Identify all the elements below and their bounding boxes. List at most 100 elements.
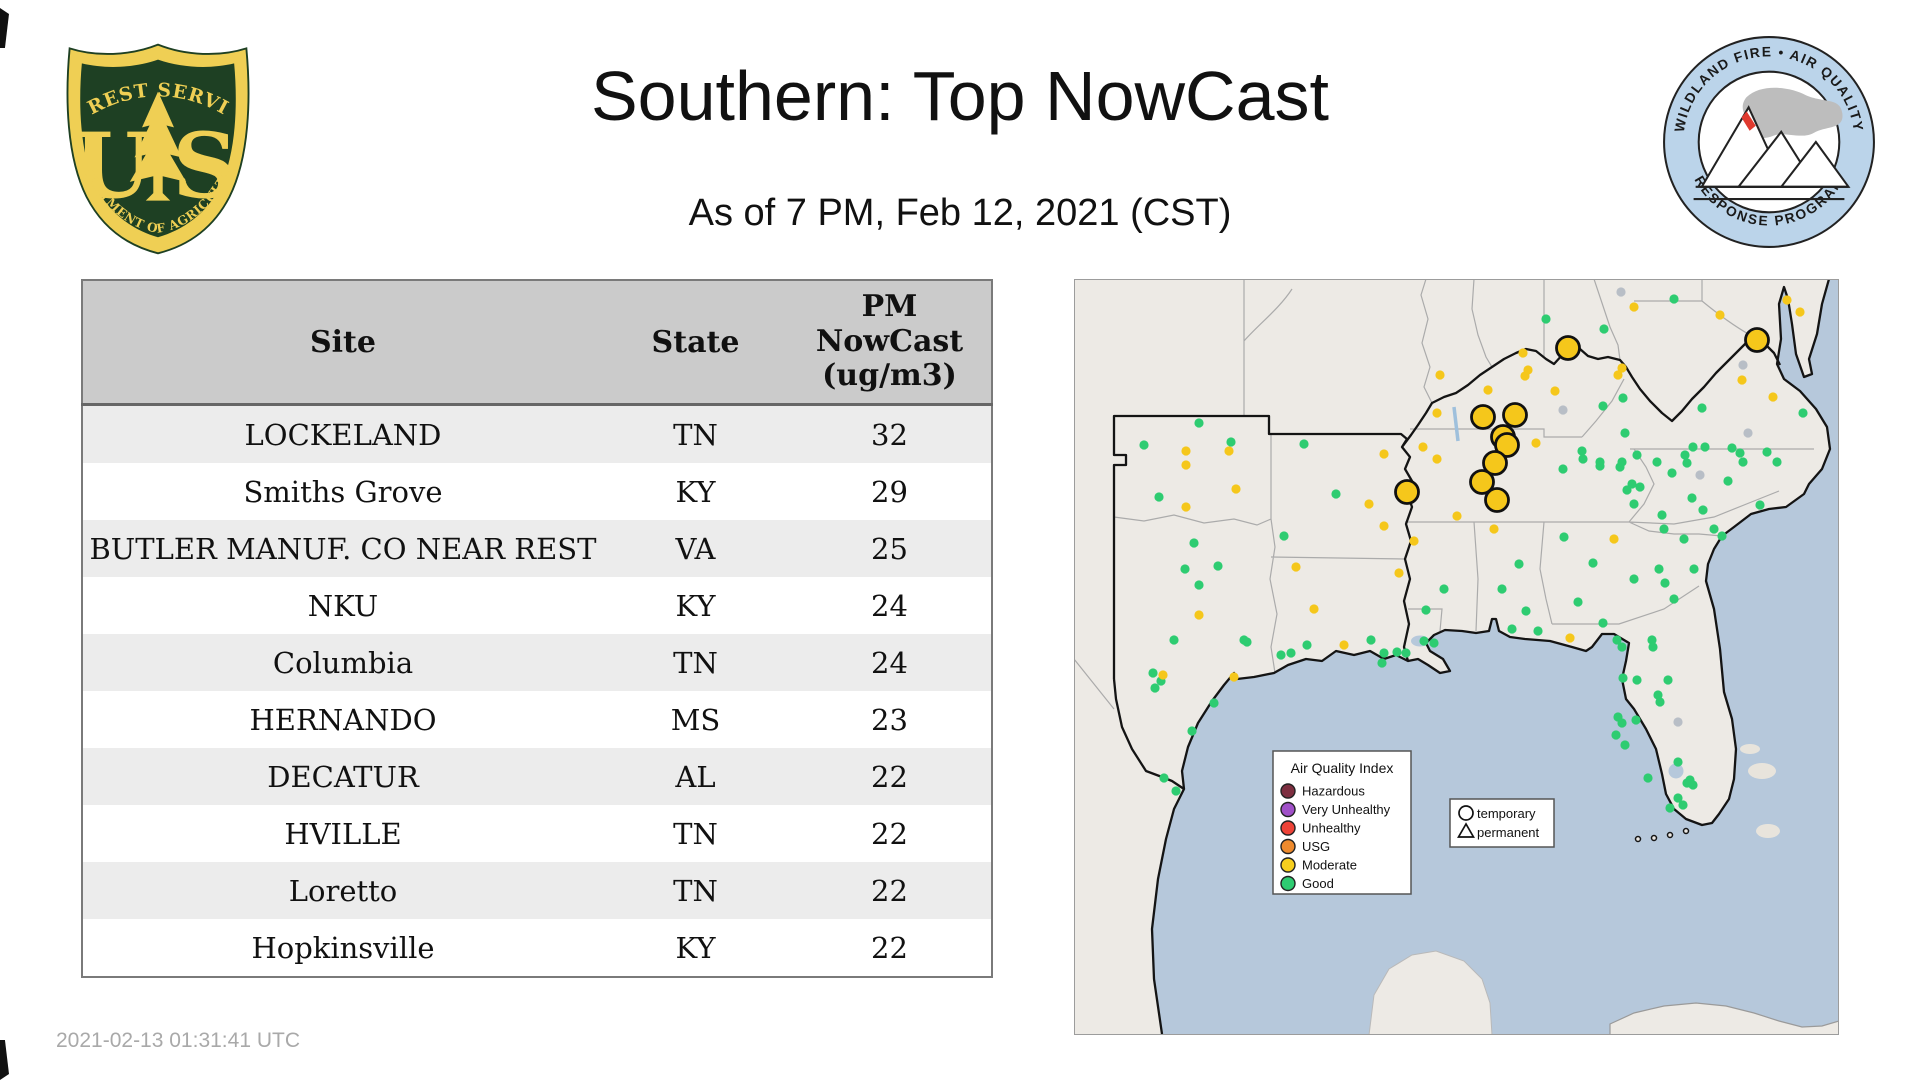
monitor-dot-good: [1150, 683, 1160, 693]
lake-okeechobee: [1668, 763, 1684, 779]
monitor-dot-good: [1595, 457, 1605, 467]
monitor-dot-good: [1533, 626, 1543, 636]
monitor-dot-good: [1521, 606, 1531, 616]
monitor-dot-good: [1194, 418, 1204, 428]
monitor-dot-good: [1659, 524, 1669, 534]
nowcast-table: Site State PM NowCast (ug/m3) LOCKELAND T…: [81, 279, 993, 978]
cell-site: HERNANDO: [249, 702, 437, 737]
table-row: Loretto TN 22: [82, 862, 992, 919]
usfs-tree-icon: [129, 91, 187, 201]
cell-pm: 22: [871, 759, 908, 794]
region-boundary: [1112, 335, 1782, 790]
monitor-dot-moderate: [1550, 386, 1560, 396]
monitor-dot-good: [1154, 492, 1164, 502]
monitor-dot-good: [1611, 730, 1621, 740]
monitor-dot-good: [1755, 500, 1765, 510]
cell-state: KY: [675, 588, 716, 623]
aqi-legend: Air Quality Index Hazardous Very Unhealth…: [1272, 750, 1412, 895]
monitor-dot-good: [1497, 584, 1507, 594]
monitor-dot-moderate: [1158, 670, 1168, 680]
monitor-dot-good: [1213, 561, 1223, 571]
monitor-dot-good: [1622, 485, 1632, 495]
monitor-dot-good: [1762, 447, 1772, 457]
monitor-dot-moderate: [1629, 302, 1639, 312]
monitor-dot-good: [1654, 564, 1664, 574]
monitor-dot-good: [1697, 403, 1707, 413]
table-row: BUTLER MANUF. CO NEAR REST VA 25: [82, 520, 992, 577]
cell-site: Columbia: [272, 645, 414, 680]
map-yucatan: [1368, 950, 1493, 1035]
monitor-dot-moderate: [1379, 521, 1389, 531]
monitor-dot-good: [1648, 642, 1658, 652]
monitor-dot-good: [1700, 442, 1710, 452]
map-border: [1074, 279, 1839, 1035]
monitor-dot-inactive: [1738, 360, 1748, 370]
monitor-dot-good: [1620, 428, 1630, 438]
monitor-dot-good: [1279, 531, 1289, 541]
legend-swatch-moderate: [1280, 857, 1296, 873]
monitor-dot-good: [1377, 658, 1387, 668]
monitor-dot-good: [1159, 773, 1169, 783]
monitor-dot-good: [1653, 690, 1663, 700]
table-row: NKU KY 24: [82, 577, 992, 634]
monitor-dot-moderate: [1432, 454, 1442, 464]
marker-legend-temporary-label: temporary: [1477, 806, 1536, 821]
cell-site: DECATUR: [267, 759, 419, 794]
monitor-dots-layer: [1139, 287, 1808, 813]
monitor-dot-good: [1617, 718, 1627, 728]
monitor-dot-moderate: [1224, 446, 1234, 456]
monitor-dot-good: [1723, 476, 1733, 486]
temporary-marker-icon: [1458, 805, 1474, 821]
monitor-dot-good: [1647, 635, 1657, 645]
monitor-dot-good: [1669, 594, 1679, 604]
monitor-dot-good: [1169, 635, 1179, 645]
monitor-dot-good: [1709, 524, 1719, 534]
monitor-dot-moderate: [1291, 562, 1301, 572]
monitor-dot-moderate: [1181, 502, 1191, 512]
monitor-dot-good: [1209, 698, 1219, 708]
legend-swatch-usg: [1280, 838, 1296, 855]
monitor-dot-inactive: [1673, 717, 1683, 727]
page-subtitle: As of 7 PM, Feb 12, 2021 (CST): [688, 192, 1232, 234]
monitor-dot-good: [1419, 636, 1429, 646]
monitor-dot-good: [1507, 624, 1517, 634]
legend-label: Unhealthy: [1302, 821, 1361, 836]
cell-state: TN: [673, 873, 718, 908]
monitor-dot-good: [1680, 450, 1690, 460]
monitor-dot-good: [1717, 531, 1727, 541]
monitor-dot-good: [1655, 697, 1665, 707]
monitor-dot-moderate: [1181, 460, 1191, 470]
column-header-site: Site: [82, 280, 603, 406]
temporary-monitor: [1470, 404, 1496, 430]
monitor-dot-good: [1439, 584, 1449, 594]
cell-state: AL: [675, 759, 716, 794]
florida-keys: [1634, 827, 1690, 843]
permanent-marker-icon: [1457, 822, 1475, 838]
temporary-monitor: [1394, 479, 1420, 505]
cell-site: BUTLER MANUF. CO NEAR REST: [89, 531, 597, 566]
monitor-dot-moderate: [1613, 370, 1623, 380]
monitor-dot-moderate: [1609, 534, 1619, 544]
kentucky-lake: [1452, 406, 1460, 442]
monitor-dot-moderate: [1379, 449, 1389, 459]
monitor-dot-moderate: [1782, 295, 1792, 305]
monitor-dot-inactive: [1743, 428, 1753, 438]
smoke-icon: [1742, 87, 1843, 138]
marker-legend: temporary permanent: [1449, 798, 1555, 848]
monitor-dot-moderate: [1231, 484, 1241, 494]
monitor-dot-moderate: [1435, 370, 1445, 380]
monitor-dot-good: [1299, 439, 1309, 449]
monitor-dot-good: [1331, 489, 1341, 499]
cell-pm: 32: [871, 417, 908, 452]
monitor-dot-good: [1687, 493, 1697, 503]
monitor-dot-good: [1189, 538, 1199, 548]
aqi-map-svg: Air Quality Index Hazardous Very Unhealth…: [1074, 279, 1839, 1035]
monitor-dot-good: [1629, 499, 1639, 509]
cell-state: KY: [675, 930, 716, 965]
cell-state: TN: [673, 417, 718, 452]
table-row: Smiths Grove KY 29: [82, 463, 992, 520]
monitor-dot-moderate: [1452, 511, 1462, 521]
monitor-dot-good: [1673, 793, 1683, 803]
legend-swatch-hazardous: [1280, 783, 1296, 799]
monitor-dot-good: [1669, 294, 1679, 304]
